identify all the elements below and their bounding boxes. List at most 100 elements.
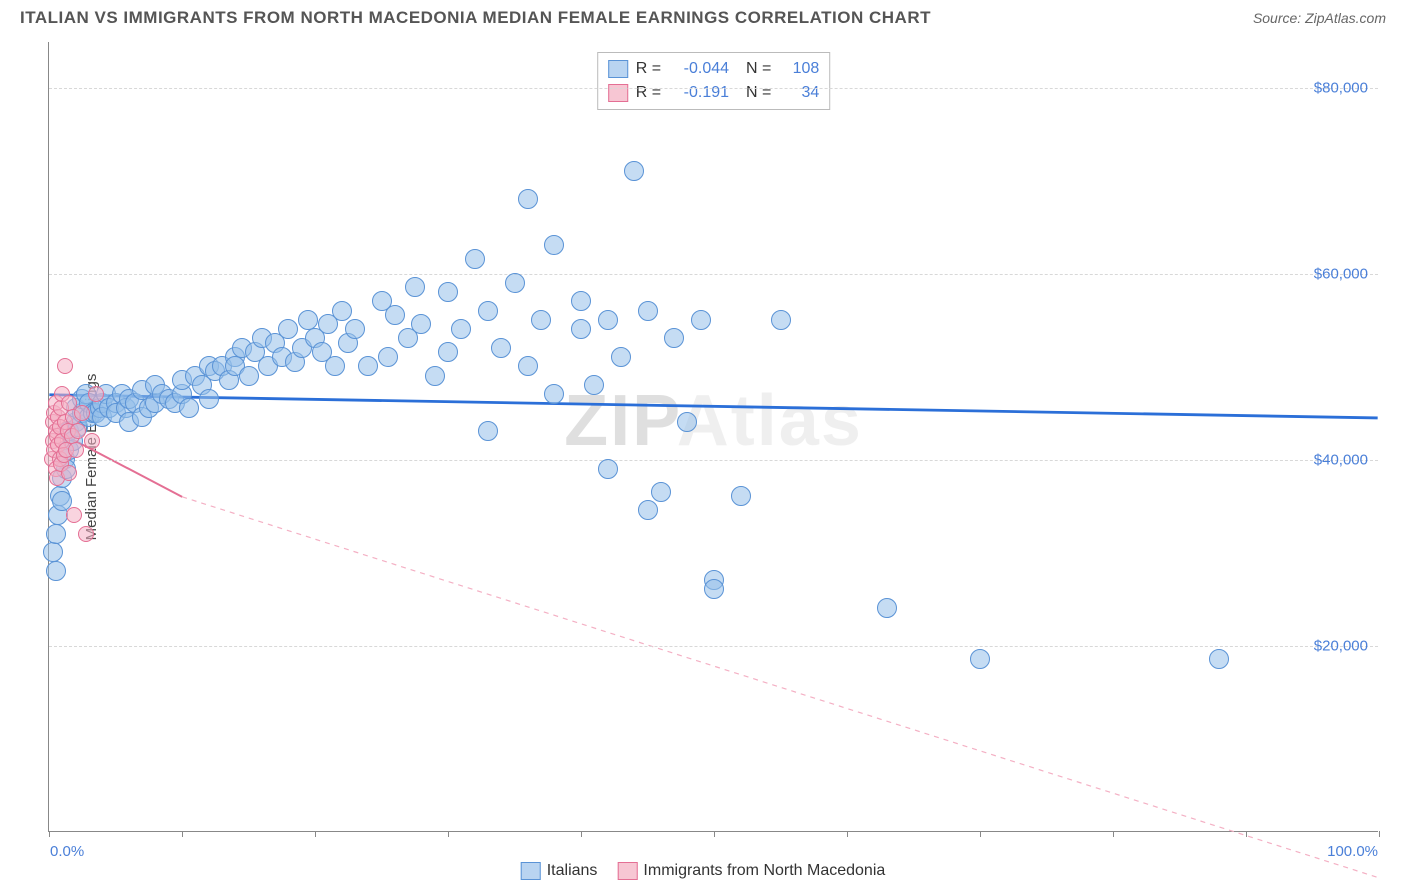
stats-row: R = -0.191 N = 34	[608, 81, 820, 105]
r-label: R =	[636, 57, 661, 81]
data-point	[378, 347, 398, 367]
data-point	[611, 347, 631, 367]
data-point	[43, 542, 63, 562]
data-point	[598, 310, 618, 330]
data-point	[571, 319, 591, 339]
data-point	[598, 459, 618, 479]
x-tick	[182, 831, 183, 837]
watermark: ZIPAtlas	[564, 380, 863, 462]
data-point	[438, 342, 458, 362]
data-point	[544, 235, 564, 255]
data-point	[478, 421, 498, 441]
data-point	[66, 507, 82, 523]
x-tick	[315, 831, 316, 837]
stats-box: R = -0.044 N = 108 R = -0.191 N = 34	[597, 52, 831, 110]
gridline	[49, 88, 1378, 89]
legend-label: Italians	[547, 862, 598, 880]
r-label: R =	[636, 81, 661, 105]
data-point	[518, 356, 538, 376]
n-label: N =	[737, 57, 771, 81]
data-point	[691, 310, 711, 330]
n-value: 34	[779, 81, 819, 105]
n-label: N =	[737, 81, 771, 105]
gridline	[49, 460, 1378, 461]
x-tick	[847, 831, 848, 837]
data-point	[405, 277, 425, 297]
legend-item: Immigrants from North Macedonia	[617, 862, 885, 880]
data-point	[584, 375, 604, 395]
data-point	[518, 189, 538, 209]
trend-lines	[49, 42, 1378, 831]
swatch-icon	[521, 862, 541, 880]
data-point	[345, 319, 365, 339]
stats-row: R = -0.044 N = 108	[608, 57, 820, 81]
swatch-icon	[617, 862, 637, 880]
chart-area: Median Female Earnings ZIPAtlas R =-0.04…	[0, 32, 1406, 882]
data-point	[664, 328, 684, 348]
data-point	[491, 338, 511, 358]
data-point	[704, 579, 724, 599]
legend-item: Italians	[521, 862, 598, 880]
data-point	[438, 282, 458, 302]
gridline	[49, 274, 1378, 275]
data-point	[465, 249, 485, 269]
gridline	[49, 646, 1378, 647]
data-point	[638, 500, 658, 520]
data-point	[298, 310, 318, 330]
data-point	[970, 649, 990, 669]
plot-region: ZIPAtlas R = -0.044 N = 108 R = -0.191 N = 34…	[48, 42, 1378, 832]
x-tick	[1246, 831, 1247, 837]
data-point	[61, 465, 77, 481]
y-tick-label: $20,000	[1314, 638, 1368, 655]
data-point	[571, 291, 591, 311]
data-point	[505, 273, 525, 293]
legend-label: Immigrants from North Macedonia	[643, 862, 885, 880]
data-point	[278, 319, 298, 339]
data-point	[385, 305, 405, 325]
x-tick	[49, 831, 50, 837]
data-point	[325, 356, 345, 376]
data-point	[544, 384, 564, 404]
r-value: -0.191	[669, 81, 729, 105]
data-point	[411, 314, 431, 334]
data-point	[1209, 649, 1229, 669]
data-point	[239, 366, 259, 386]
data-point	[199, 389, 219, 409]
x-tick	[448, 831, 449, 837]
data-point	[84, 433, 100, 449]
chart-title: ITALIAN VS IMMIGRANTS FROM NORTH MACEDON…	[20, 8, 931, 28]
x-tick	[581, 831, 582, 837]
data-point	[358, 356, 378, 376]
data-point	[74, 405, 90, 421]
data-point	[425, 366, 445, 386]
data-point	[88, 386, 104, 402]
data-point	[451, 319, 471, 339]
data-point	[332, 301, 352, 321]
x-tick	[980, 831, 981, 837]
x-tick	[714, 831, 715, 837]
x-tick	[1379, 831, 1380, 837]
data-point	[638, 301, 658, 321]
data-point	[677, 412, 697, 432]
n-value: 108	[779, 57, 819, 81]
data-point	[478, 301, 498, 321]
r-value: -0.044	[669, 57, 729, 81]
swatch-icon	[608, 60, 628, 78]
data-point	[68, 442, 84, 458]
data-point	[57, 358, 73, 374]
x-tick	[1113, 831, 1114, 837]
data-point	[731, 486, 751, 506]
swatch-icon	[608, 84, 628, 102]
data-point	[531, 310, 551, 330]
data-point	[624, 161, 644, 181]
data-point	[46, 524, 66, 544]
data-point	[771, 310, 791, 330]
data-point	[877, 598, 897, 618]
x-min-label: 0.0%	[50, 843, 84, 860]
y-tick-label: $40,000	[1314, 452, 1368, 469]
legend: Italians Immigrants from North Macedonia	[521, 862, 886, 880]
data-point	[46, 561, 66, 581]
data-point	[651, 482, 671, 502]
source-label: Source: ZipAtlas.com	[1253, 10, 1386, 26]
data-point	[179, 398, 199, 418]
